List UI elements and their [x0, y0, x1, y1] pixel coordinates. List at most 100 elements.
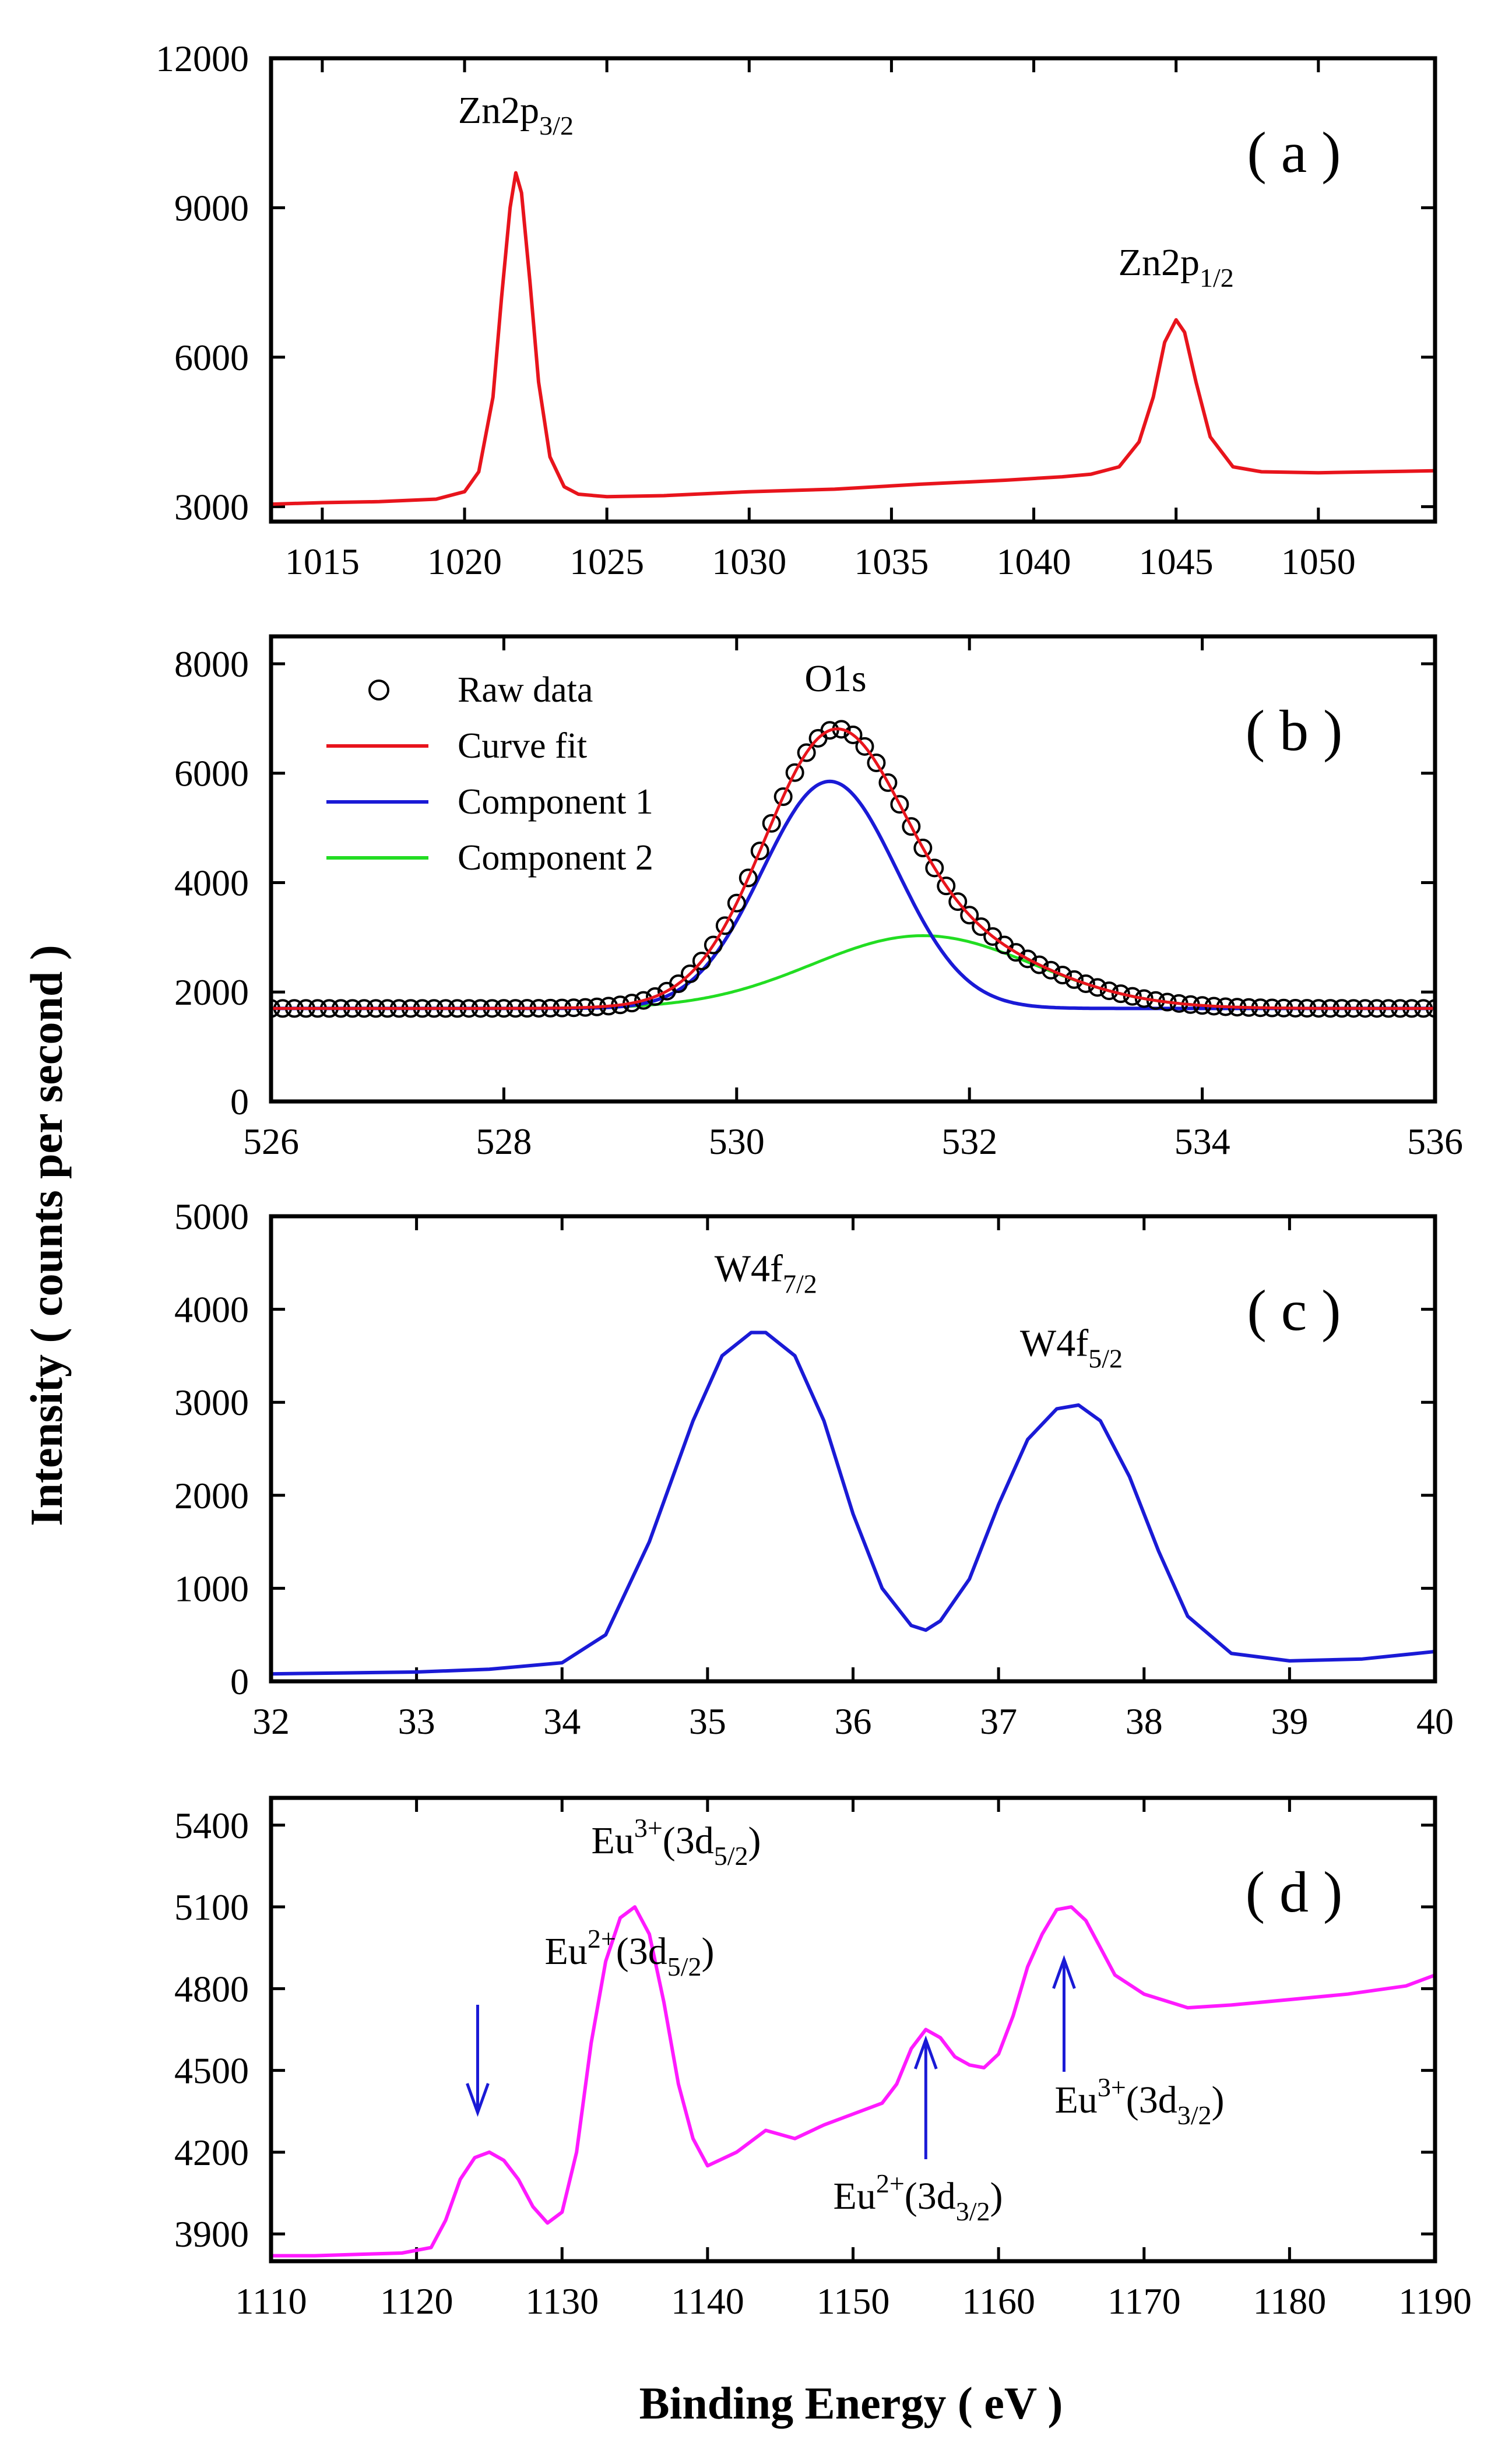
panel-a: 1015 1020 1025 1030 1035 1040 1045 1050 3000 6000… [156, 38, 1437, 582]
peak-label: W4f7/2 [715, 1248, 817, 1299]
arrow-head [1052, 1955, 1076, 1989]
x-tick-label: 528 [476, 1121, 532, 1162]
x-tick-label: 536 [1407, 1121, 1463, 1162]
raw-data-point [925, 858, 944, 878]
series-line-a [271, 171, 1435, 506]
panel-label: ( d ) [1246, 1860, 1343, 1924]
x-tick-label: 1180 [1253, 2280, 1327, 2322]
raw-data-point [972, 917, 991, 937]
label-tail: (3d [1126, 2079, 1177, 2121]
series-curve-fit [271, 727, 1435, 1010]
label-tail: (3d [616, 1930, 667, 1973]
y-tick-label: 0 [230, 1661, 249, 1702]
raw-data-point [727, 893, 746, 913]
raw-data-point [646, 987, 665, 1006]
x-tick-label: 1190 [1398, 2280, 1472, 2322]
label-end: ) [1212, 2079, 1225, 2121]
raw-data-point [773, 787, 793, 807]
label-main: W4f [1020, 1322, 1088, 1364]
x-tick-label: 37 [980, 1701, 1017, 1742]
arrow-icon [913, 2035, 938, 2159]
x-axis-title: Binding Energy ( eV ) [639, 2378, 1063, 2428]
raw-data-point [715, 916, 734, 935]
series-line-d [271, 1905, 1435, 2258]
peak-label: Zn2p3/2 [458, 89, 574, 140]
x-tick-label: 1035 [854, 541, 929, 582]
raw-data-point [1088, 978, 1107, 997]
label-subscript: 3/2 [539, 111, 574, 140]
legend-label: Raw data [458, 670, 593, 710]
y-tick-label: 2000 [174, 971, 249, 1013]
label-end: ) [702, 1930, 715, 1973]
y-tick-label: 6000 [174, 337, 249, 378]
panel-c: 32 33 34 35 36 37 38 39 40 0 1000 2000 3000 4000 5000 (… [174, 1196, 1454, 1742]
raw-data-point [634, 991, 653, 1010]
raw-data-point [750, 842, 769, 861]
y-tick-label: 5000 [174, 1196, 249, 1237]
raw-data-point [890, 795, 909, 814]
x-tick-label: 1140 [671, 2280, 744, 2322]
x-tick-label: 1040 [997, 541, 1071, 582]
x-tick-label: 33 [398, 1701, 435, 1742]
raw-data-point [1099, 981, 1119, 1001]
raw-data-point [913, 839, 933, 858]
plot-area-d [271, 1905, 1435, 2258]
x-tick-label: 36 [835, 1701, 872, 1742]
raw-data-point [1030, 955, 1049, 974]
x-tick-label: 35 [689, 1701, 726, 1742]
label-main: O1s [804, 657, 866, 700]
label-end: ) [748, 1819, 761, 1862]
y-tick-label: 5100 [174, 1886, 249, 1928]
x-tick-label: 1030 [712, 541, 786, 582]
y-tick-label: 8000 [174, 643, 249, 685]
series-line-c [271, 1330, 1435, 1676]
y-tick-label: 12000 [156, 38, 249, 79]
label-superscript: 2+ [588, 1924, 616, 1953]
arrow-icon [466, 2005, 490, 2117]
raw-data-point [937, 877, 956, 896]
raw-data-point [1041, 960, 1060, 980]
raw-data-point [669, 974, 688, 993]
raw-data-point [960, 906, 979, 925]
axes-frame-c [269, 1214, 1437, 1684]
x-tick-label: 1120 [380, 2280, 453, 2322]
plot-area-a [271, 171, 1435, 506]
legend-label: Curve fit [458, 726, 587, 766]
raw-data-point [843, 725, 863, 744]
raw-data-point [902, 817, 921, 836]
label-main: Zn2p [458, 89, 539, 132]
label-main: Eu [1054, 2079, 1097, 2121]
x-tick-label: 526 [243, 1121, 299, 1162]
x-tick-label: 534 [1175, 1121, 1230, 1162]
y-tick-label: 2000 [174, 1475, 249, 1516]
raw-data-point [680, 964, 699, 983]
y-tick-label: 5400 [174, 1805, 249, 1846]
y-tick-label: 1000 [174, 1568, 249, 1609]
x-tick-label: 1150 [817, 2280, 890, 2322]
raw-data-point [739, 868, 758, 888]
x-tick-label: 530 [709, 1121, 765, 1162]
label-end: ) [990, 2175, 1003, 2217]
raw-data-point [948, 892, 968, 911]
x-tick-label: 32 [252, 1701, 290, 1742]
y-tick-label: 3900 [174, 2213, 249, 2255]
x-tick-label: 1015 [285, 541, 360, 582]
x-tick-label: 1170 [1107, 2280, 1181, 2322]
y-tick-label: 6000 [174, 753, 249, 794]
raw-data-point [704, 935, 723, 955]
axes-frame-d [269, 1796, 1437, 2264]
label-subscript: 1/2 [1200, 263, 1234, 293]
raw-data-point [867, 753, 886, 772]
x-tick-label: 1110 [235, 2280, 307, 2322]
x-tick-label: 1130 [525, 2280, 599, 2322]
raw-data-point [878, 773, 898, 792]
arrow-head [466, 2083, 490, 2117]
peak-label: Eu2+(3d5/2) [544, 1924, 714, 1981]
arrow-icon [1052, 1955, 1076, 2072]
legend: Raw data Curve fit Component 1 Component 2 [326, 670, 653, 878]
peak-label: Eu3+(3d3/2) [1054, 2072, 1224, 2130]
x-tick-label: 1020 [427, 541, 502, 582]
label-main: Eu [591, 1819, 634, 1862]
label-main: Zn2p [1119, 241, 1200, 284]
